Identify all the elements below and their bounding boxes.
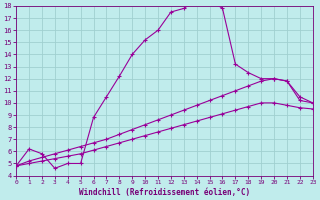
X-axis label: Windchill (Refroidissement éolien,°C): Windchill (Refroidissement éolien,°C) <box>79 188 250 197</box>
